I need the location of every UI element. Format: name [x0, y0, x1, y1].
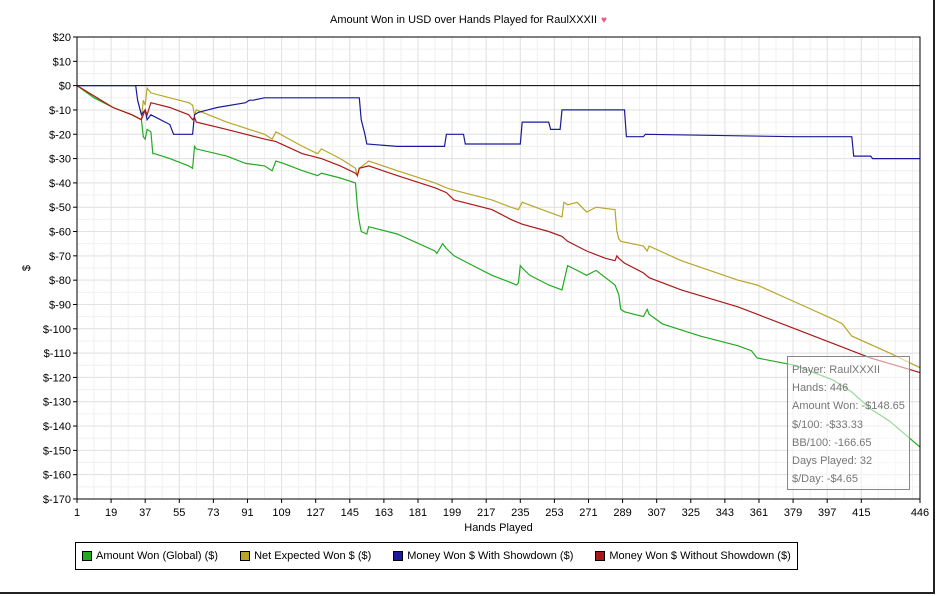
y-tick-label: $10 — [53, 56, 71, 68]
series-line-0 — [76, 85, 921, 448]
series-line-3 — [76, 85, 921, 374]
x-tick-label: 163 — [375, 507, 393, 519]
x-tick-label: 19 — [105, 507, 117, 519]
y-tick-label: $-130 — [43, 397, 71, 409]
tooltip-player: Player: RaulXXXII — [792, 364, 881, 376]
legend-label-global: Amount Won (Global) ($) — [96, 550, 219, 562]
y-tick-label: $-170 — [43, 494, 71, 506]
tooltip-per-100: $/100: -$33.33 — [792, 418, 863, 431]
y-axis-label: $ — [21, 264, 34, 272]
legend-label-net-expected: Net Expected Won $ ($) — [254, 550, 372, 562]
tooltip-amount-won: Amount Won: -$148.65 — [792, 400, 905, 413]
tooltip-per-day: $/Day: -$4.65 — [792, 473, 859, 486]
legend-label-without-showdown: Money Won $ Without Showdown ($) — [609, 550, 791, 562]
x-tick-label: 37 — [139, 507, 151, 519]
legend-swatch-with-showdown — [393, 551, 404, 561]
x-tick-label: 235 — [511, 507, 529, 519]
y-tick-label: $20 — [53, 32, 71, 44]
y-tick-label: $-150 — [43, 445, 71, 457]
x-tick-label: 217 — [477, 507, 495, 519]
y-tick-label: $-50 — [49, 202, 71, 214]
chart-title-wrap: Amount Won in USD over Hands Played for … — [0, 14, 937, 26]
y-tick-label: $-20 — [49, 129, 71, 141]
y-tick-label: $-40 — [49, 178, 71, 190]
y-tick-label: $-160 — [43, 470, 71, 482]
y-tick-label: $-60 — [49, 227, 71, 239]
series-line-2 — [77, 84, 920, 160]
y-tick-label: $-110 — [44, 348, 71, 360]
x-tick-label: 109 — [272, 507, 290, 519]
tooltip-hands: Hands: 446 — [792, 382, 849, 395]
legend-label-with-showdown: Money Won $ With Showdown ($) — [407, 550, 574, 562]
legend-swatch-global — [82, 551, 92, 561]
series-line-1 — [76, 85, 921, 369]
y-tick-label: $-90 — [49, 299, 71, 311]
x-tick-label: 1 — [74, 507, 80, 519]
legend-item-net-expected[interactable]: Net Expected Won $ ($) — [240, 550, 371, 562]
legend-swatch-net-expected — [240, 551, 251, 561]
heart-icon: ♥ — [601, 15, 607, 26]
legend: Amount Won (Global) ($) Net Expected Won… — [75, 542, 798, 570]
x-tick-label: 199 — [443, 507, 461, 519]
y-tick-label: $0 — [59, 81, 71, 93]
x-tick-label: 415 — [852, 507, 870, 519]
x-tick-label: 271 — [579, 507, 597, 519]
x-tick-label: 181 — [409, 507, 427, 519]
y-tick-label: $-10 — [49, 105, 71, 117]
x-axis-label: Hands Played — [464, 522, 533, 534]
y-tick-label: $-140 — [43, 421, 71, 433]
y-tick-label: $-100 — [43, 324, 71, 336]
x-tick-label: 253 — [545, 507, 563, 519]
chart-title: Amount Won in USD over Hands Played for … — [330, 14, 598, 26]
y-tick-label: $-80 — [49, 275, 71, 287]
y-tick-label: $-70 — [49, 251, 71, 263]
y-tick-label: $-120 — [43, 372, 71, 384]
x-tick-label: 73 — [207, 507, 219, 519]
legend-item-with-showdown[interactable]: Money Won $ With Showdown ($) — [393, 550, 573, 562]
x-tick-label: 145 — [341, 507, 359, 519]
x-tick-label: 343 — [716, 507, 734, 519]
x-tick-label: 446 — [911, 507, 929, 519]
x-tick-label: 397 — [818, 507, 836, 519]
x-tick-label: 325 — [682, 507, 700, 519]
tooltip-bb-100: BB/100: -166.65 — [792, 436, 872, 449]
x-tick-label: 379 — [784, 507, 802, 519]
x-tick-label: 361 — [750, 507, 768, 519]
legend-swatch-without-showdown — [595, 551, 606, 561]
stats-tooltip: Player: RaulXXXII Hands: 446 Amount Won:… — [787, 356, 910, 490]
y-tick-label: $-30 — [49, 154, 71, 166]
x-tick-label: 289 — [613, 507, 631, 519]
legend-item-without-showdown[interactable]: Money Won $ Without Showdown ($) — [595, 550, 791, 562]
tooltip-days-played: Days Played: 32 — [792, 455, 873, 468]
x-tick-label: 91 — [241, 507, 253, 519]
x-tick-label: 127 — [307, 507, 325, 519]
x-tick-label: 307 — [648, 507, 666, 519]
plot-border — [76, 36, 921, 500]
x-tick-label: 55 — [173, 507, 185, 519]
legend-item-global[interactable]: Amount Won (Global) ($) — [82, 550, 218, 562]
